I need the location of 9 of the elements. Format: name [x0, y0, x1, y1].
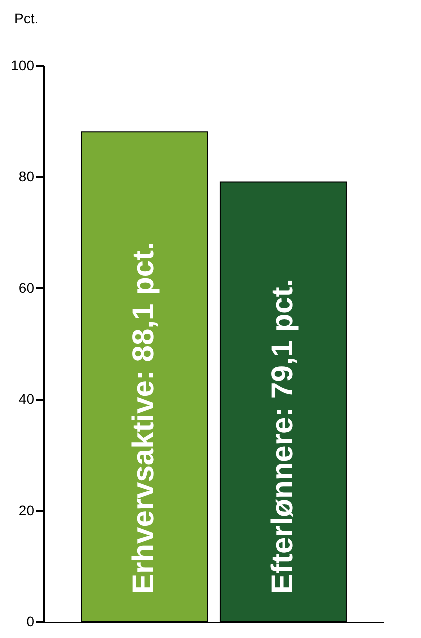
x-tick-label: Efterlønnere: 79,1 pct.	[266, 278, 300, 594]
y-tick-label: 100	[11, 58, 35, 74]
y-tick-label: 40	[18, 391, 35, 408]
y-axis-title: Pct.	[14, 10, 39, 26]
y-tick-label: 60	[18, 280, 35, 296]
x-tick-label: Erhvervsaktive: 88,1 pct.	[128, 242, 161, 594]
y-tick-label: 20	[18, 502, 35, 518]
y-tick-label: 80	[18, 168, 35, 185]
y-tick-label: 0	[26, 614, 35, 630]
